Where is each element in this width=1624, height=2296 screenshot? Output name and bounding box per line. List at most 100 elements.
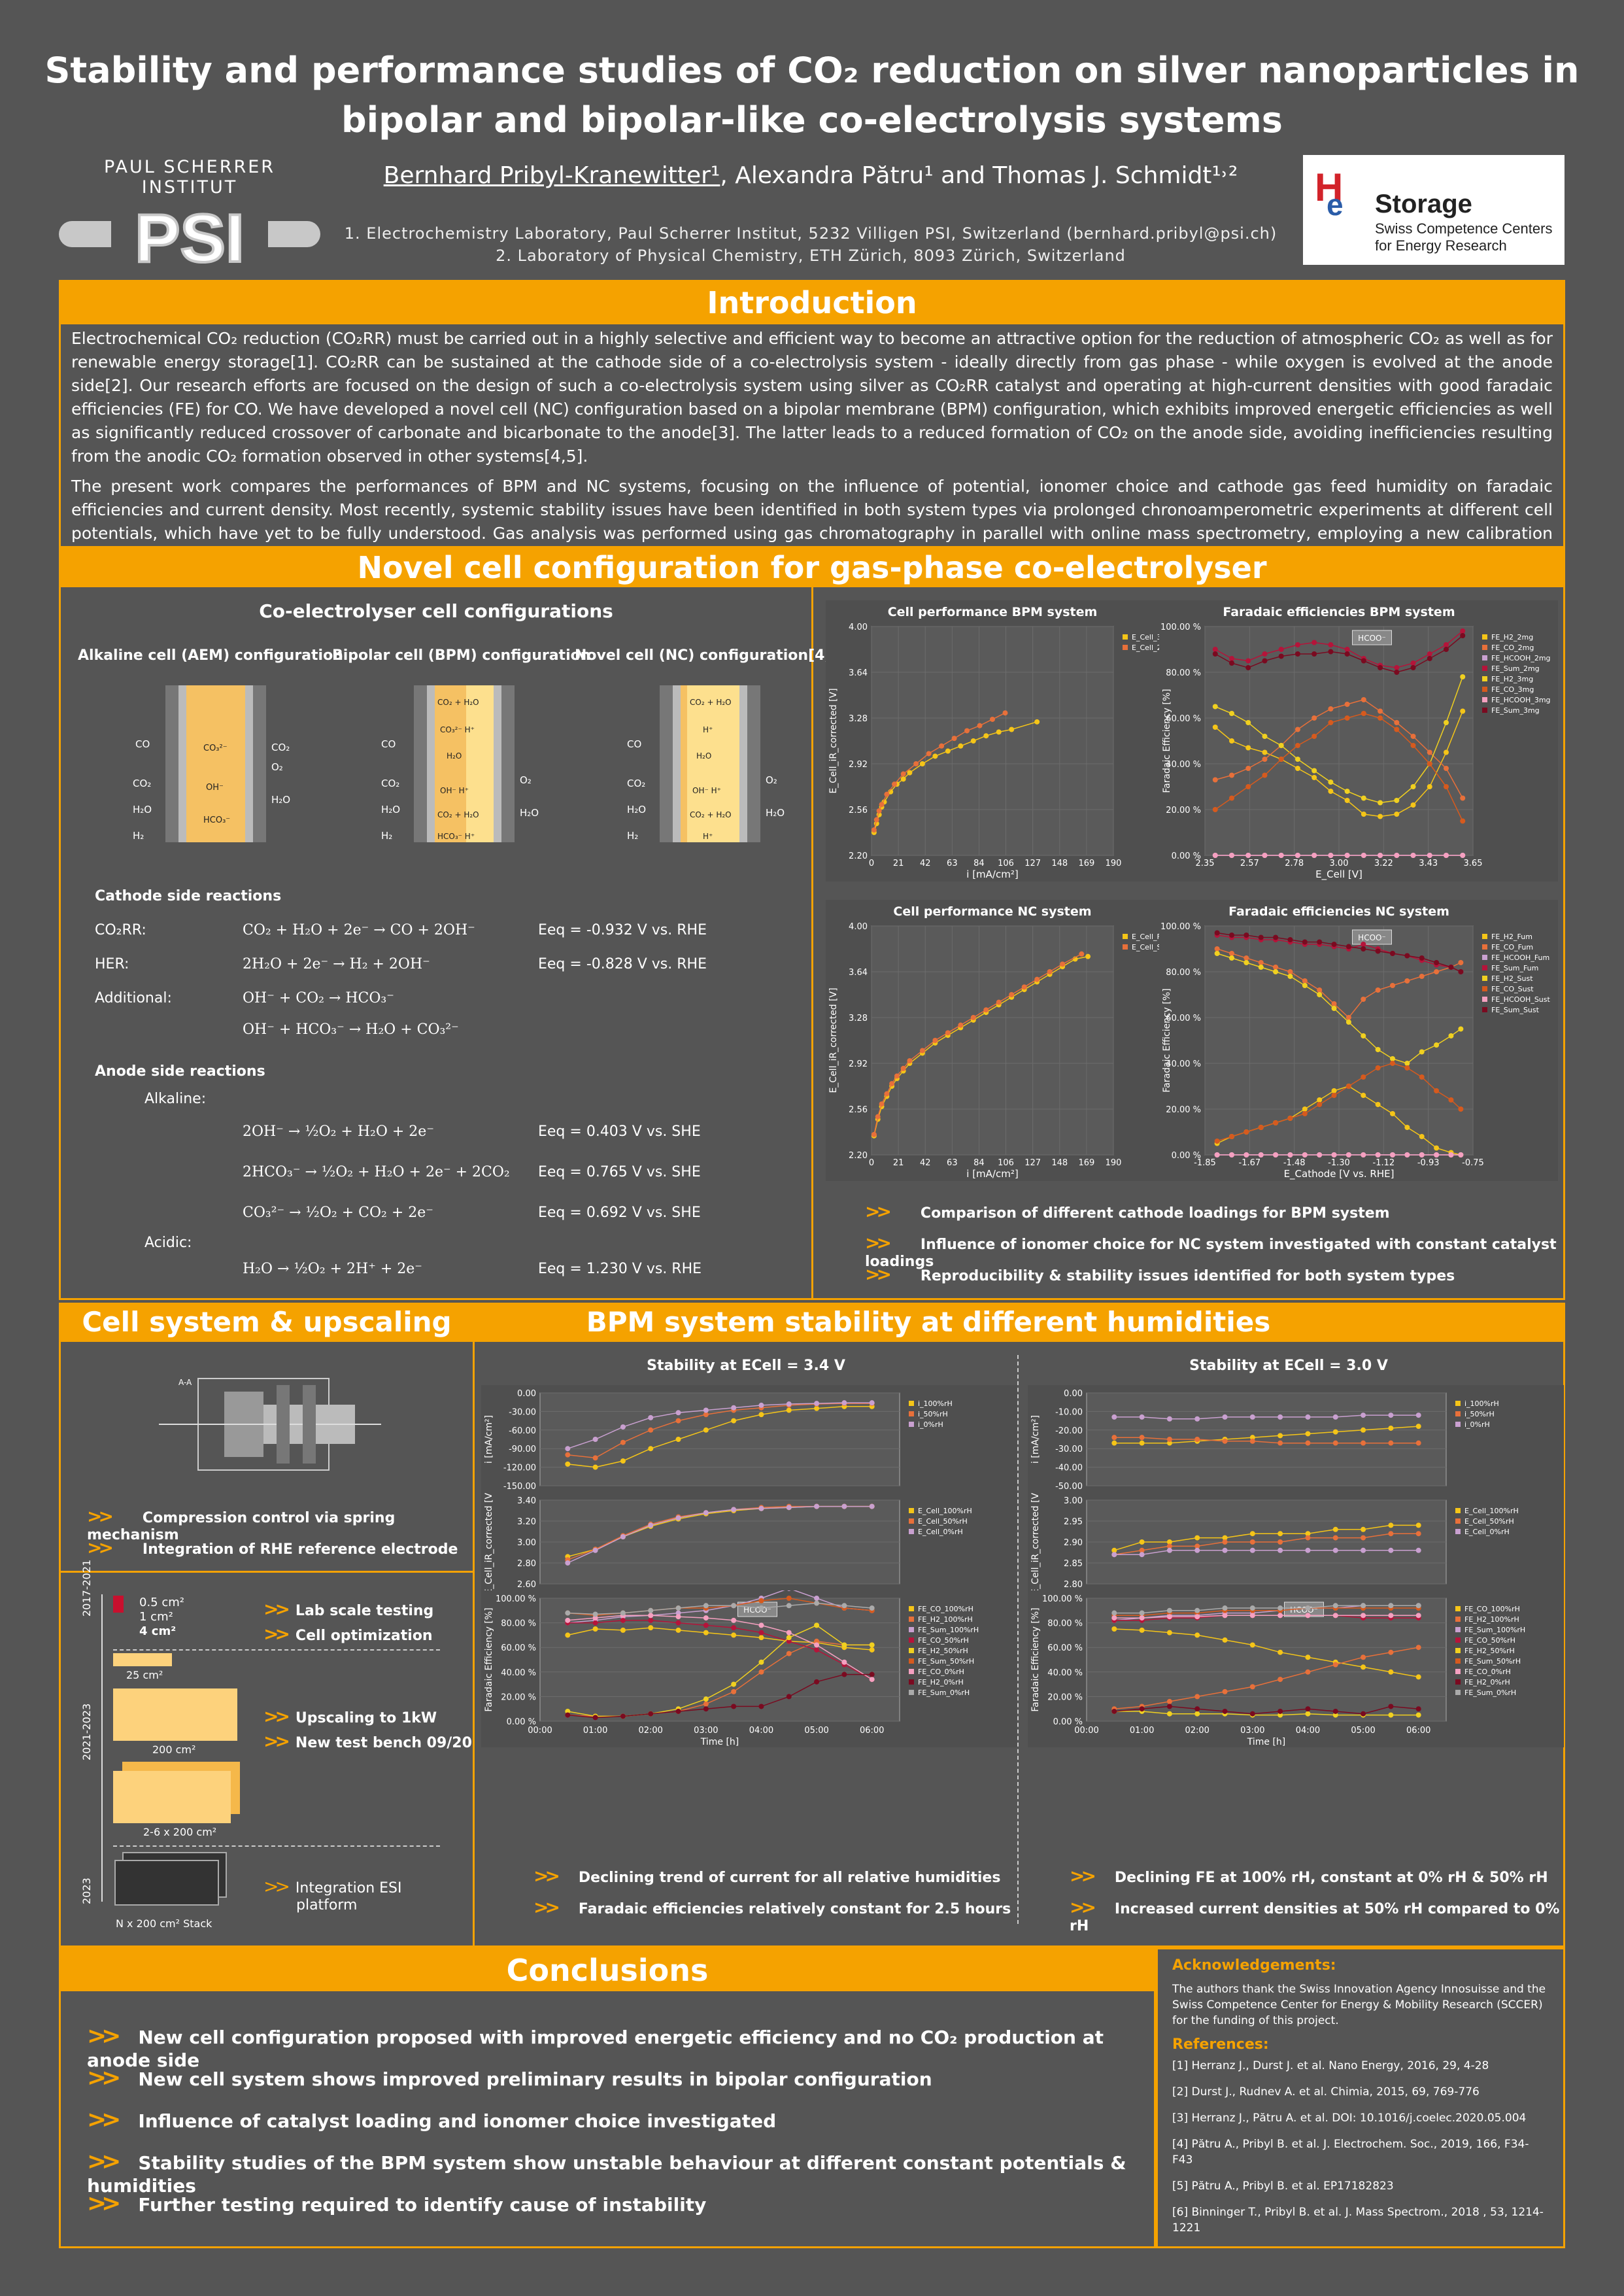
tick-label: 100.00 % <box>1160 922 1201 932</box>
data-point <box>932 1038 938 1043</box>
data-point <box>1262 734 1268 739</box>
svg-text:H⁺: H⁺ <box>703 725 713 734</box>
tick-label: 0.00 <box>517 1389 536 1399</box>
tick-label: 2.56 <box>849 806 868 815</box>
conclusion-item: >> Further testing required to identify c… <box>87 2190 707 2217</box>
data-point <box>1427 651 1432 657</box>
data-point <box>731 1625 737 1631</box>
chart-nc-fe: Faradaic efficiencies NC system 0.00 % 20.… <box>1159 900 1558 1181</box>
data-point <box>814 1679 820 1685</box>
nc-cell-graphic: CO CO₂ H₂O H₂ O₂ H₂O CO₂ + H₂O H⁺ H₂O OH… <box>627 685 785 842</box>
data-point <box>620 1627 626 1633</box>
data-point <box>1139 1440 1145 1446</box>
annotation-box <box>1284 1602 1324 1617</box>
data-point <box>1249 1438 1255 1444</box>
data-point <box>1415 1424 1421 1430</box>
tick-label: 0.00 % <box>1053 1717 1083 1727</box>
data-point <box>1345 1019 1351 1025</box>
axis-label: Time [h] <box>1247 1737 1286 1747</box>
data-point <box>787 1590 791 1591</box>
stack-2x-label: 2-6 x 200 cm² <box>143 1826 217 1838</box>
data-point <box>1262 658 1268 664</box>
data-point <box>907 1058 913 1064</box>
data-point <box>1229 772 1234 778</box>
stack-n-label: N x 200 cm² Stack <box>116 1917 212 1930</box>
aem-cell-graphic: CO CO₂ H₂O H₂ CO₂ O₂ H₂O CO₃²⁻ OH⁻ HCO₃⁻ <box>133 685 290 842</box>
legend-swatch <box>909 1518 914 1524</box>
legend-swatch <box>909 1422 914 1427</box>
data-point <box>1194 1416 1200 1422</box>
data-point <box>1388 1413 1394 1418</box>
series-line <box>1215 699 1463 798</box>
ref-item: [4] Pătru A., Pribyl B. et al. J. Electr… <box>1172 2138 1529 2167</box>
tick-label: -1.85 <box>1194 1158 1216 1168</box>
annotation-box <box>1352 929 1392 945</box>
data-point <box>892 781 898 787</box>
data-point <box>1287 974 1293 979</box>
data-point <box>1434 960 1440 965</box>
data-point <box>1229 795 1234 801</box>
tick-label: 190 <box>1106 1158 1122 1168</box>
data-point <box>1448 1097 1454 1103</box>
data-point <box>1415 1645 1421 1651</box>
tick-label: 2.92 <box>849 1059 868 1069</box>
data-point <box>1034 719 1040 725</box>
data-point <box>900 1065 906 1071</box>
svg-text:HCO₃⁻ H⁺: HCO₃⁻ H⁺ <box>437 832 475 841</box>
chart-bpm-fe: Faradaic efficiencies BPM system 0.00 % 20… <box>1159 600 1558 882</box>
tick-label: 3.40 <box>517 1496 536 1506</box>
data-point <box>1332 1440 1338 1446</box>
series-line <box>567 1673 872 1719</box>
legend-swatch <box>1482 697 1487 702</box>
data-point <box>1332 1547 1338 1553</box>
svg-text:for Energy Research: for Energy Research <box>1375 237 1507 254</box>
data-point <box>1229 711 1234 716</box>
data-point <box>1277 1433 1283 1439</box>
lab-scale-bullet: >> Lab scale testing <box>263 1598 434 1620</box>
acidic-potential: Eeq = 1.230 V vs. RHE <box>538 1261 702 1277</box>
authors-rest: , Alexandra Pătru¹ and Thomas J. Schmidt… <box>720 162 1238 189</box>
data-point <box>876 808 882 814</box>
annotation-box <box>1352 630 1392 645</box>
tick-label: -0.75 <box>1462 1158 1484 1168</box>
svg-text:CO₂: CO₂ <box>133 778 151 789</box>
data-point <box>1277 1677 1283 1683</box>
novel-bullet-3: >> Reproducibility & stability issues ide… <box>865 1263 1455 1285</box>
data-point <box>1394 720 1400 725</box>
legend-swatch <box>1123 944 1128 950</box>
legend-label: i_100%rH <box>1464 1399 1499 1408</box>
data-point <box>675 1620 681 1626</box>
data-point <box>1212 853 1218 858</box>
data-point <box>1460 674 1466 679</box>
data-point <box>1361 658 1366 664</box>
data-point <box>1277 1708 1283 1714</box>
data-point <box>592 1437 598 1442</box>
data-point <box>1390 1111 1395 1116</box>
data-point <box>758 1505 764 1511</box>
legend-label: E_Cell_100%rH <box>1464 1507 1519 1515</box>
tick-label: 3.22 <box>1374 859 1393 868</box>
data-point <box>841 1642 847 1648</box>
data-point <box>675 1605 681 1611</box>
data-point <box>1245 766 1251 771</box>
data-point <box>1311 734 1317 739</box>
data-point <box>814 1647 820 1653</box>
data-point <box>1388 1649 1394 1655</box>
chart-title: Cell performance BPM system <box>888 605 1098 619</box>
data-point <box>1388 1603 1394 1609</box>
hestorage-graphic: H e Storage Swiss Competence Centers for… <box>1315 165 1552 254</box>
data-point <box>1458 960 1464 965</box>
legend-label: i_0%rH <box>918 1420 943 1429</box>
tick-label: 20.00 % <box>1166 806 1201 815</box>
data-point <box>1410 853 1416 858</box>
data-point <box>786 1505 792 1511</box>
data-point <box>1390 951 1395 956</box>
data-point <box>1331 1093 1337 1098</box>
data-point <box>1361 1413 1366 1418</box>
tick-label: 2.92 <box>849 760 868 770</box>
data-point <box>1212 807 1218 812</box>
time-axis-34 <box>481 1747 1017 1773</box>
small-areas: 0.5 cm² 1 cm² 4 cm² <box>139 1596 184 1638</box>
data-point <box>1277 1539 1283 1545</box>
data-point <box>1243 1129 1249 1135</box>
